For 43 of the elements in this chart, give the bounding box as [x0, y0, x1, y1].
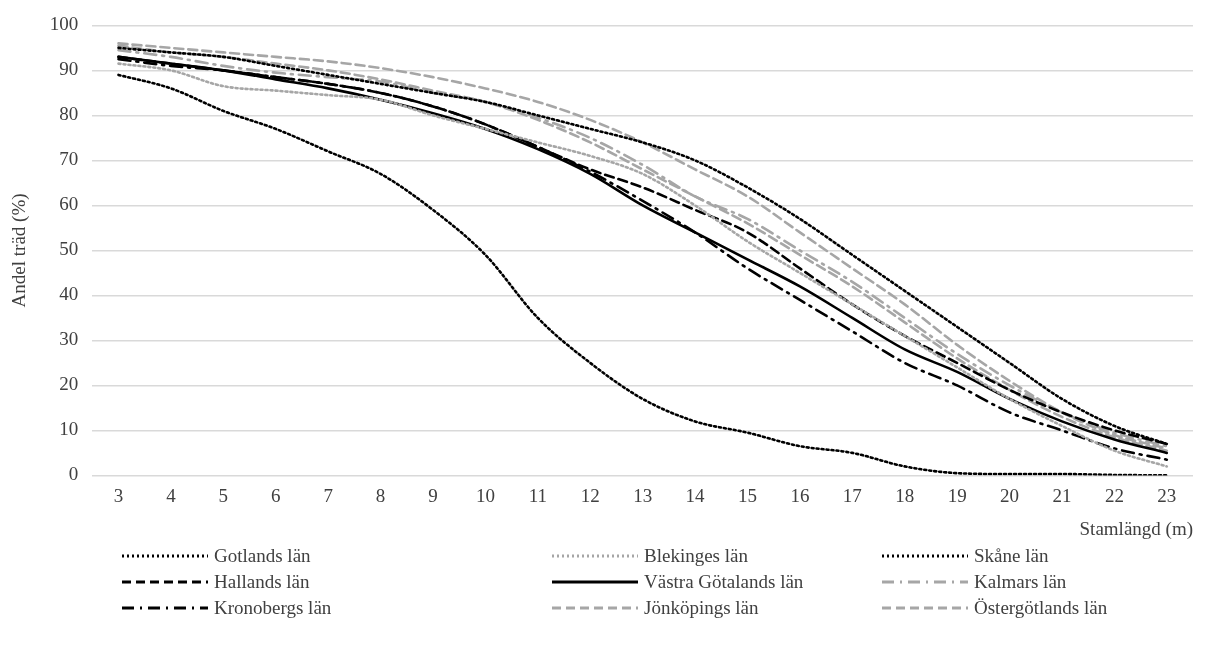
x-tick-label: 20: [1000, 484, 1020, 506]
y-tick-label: 40: [59, 283, 79, 305]
legend-label: Blekinges län: [644, 545, 748, 567]
legend-label: Gotlands län: [214, 545, 311, 567]
x-tick-label: 4: [166, 484, 177, 506]
y-tick-label: 0: [68, 463, 79, 485]
y-tick-label: 10: [59, 418, 79, 440]
x-tick-label: 6: [271, 484, 281, 506]
y-tick-label: 60: [59, 193, 79, 215]
legend-label: Kronobergs län: [214, 597, 332, 619]
y-tick-label: 20: [59, 373, 79, 395]
x-tick-label: 15: [737, 484, 757, 506]
legend-label: Skåne län: [974, 545, 1049, 567]
x-tick-label: 19: [947, 484, 967, 506]
x-tick-label: 21: [1052, 484, 1072, 506]
x-tick-label: 14: [685, 484, 706, 506]
x-tick-label: 8: [375, 484, 386, 506]
y-axis-title: Andel träd (%): [8, 193, 31, 308]
legend-label: Östergötlands län: [974, 597, 1108, 619]
x-tick-label: 13: [633, 484, 653, 506]
x-tick-label: 18: [895, 484, 915, 506]
x-tick-label: 5: [218, 484, 229, 506]
x-tick-label: 3: [113, 484, 124, 506]
legend-label: Kalmars län: [974, 571, 1067, 593]
x-axis-title: Stamlängd (m): [1079, 517, 1193, 540]
y-tick-label: 30: [59, 328, 79, 350]
x-tick-label: 10: [475, 484, 495, 506]
x-tick-label: 22: [1104, 484, 1124, 506]
y-tick-label: 90: [59, 58, 79, 80]
y-tick-label: 70: [59, 148, 79, 170]
x-tick-label: 23: [1157, 484, 1177, 506]
y-tick-label: 80: [59, 103, 79, 125]
y-tick-label: 50: [59, 238, 79, 260]
legend-label: Jönköpings län: [644, 597, 759, 619]
x-tick-label: 12: [580, 484, 600, 506]
x-tick-label: 7: [323, 484, 333, 506]
legend-label: Västra Götalands län: [644, 571, 804, 593]
x-tick-label: 17: [842, 484, 862, 506]
legend-label: Hallands län: [214, 571, 310, 593]
x-tick-label: 9: [428, 484, 438, 506]
x-tick-label: 11: [528, 484, 547, 506]
x-tick-label: 16: [790, 484, 810, 506]
y-tick-label: 100: [49, 13, 79, 35]
